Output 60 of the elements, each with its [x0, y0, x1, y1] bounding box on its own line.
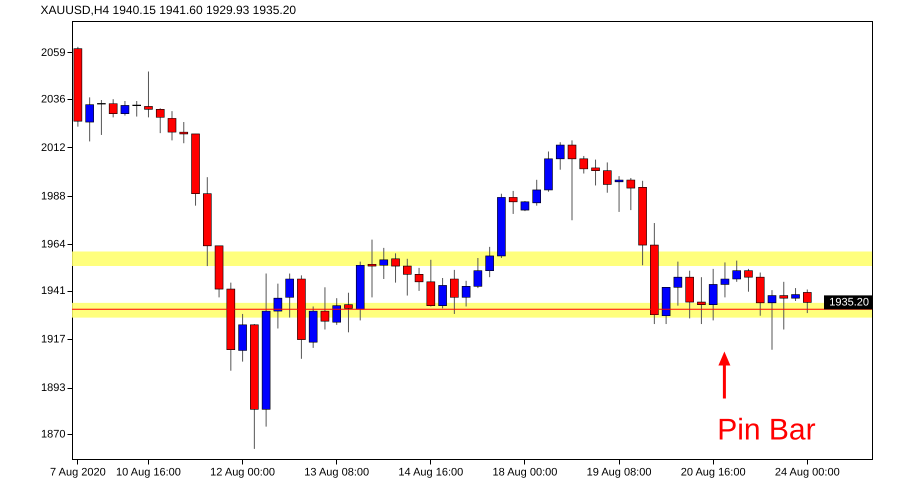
candlestick [744, 268, 753, 292]
x-tick-label: 7 Aug 2020 [50, 466, 106, 478]
x-tick-label: 18 Aug 00:00 [492, 466, 558, 478]
y-tick-label: 1870 [41, 428, 66, 441]
candlestick [85, 96, 94, 142]
candlestick [462, 280, 470, 307]
y-tick-label: 2059 [41, 46, 66, 59]
candlestick [414, 267, 424, 292]
candlestick [614, 176, 624, 212]
y-tick-label: 1964 [41, 238, 66, 251]
y-tick-label: 1988 [41, 190, 66, 202]
candlestick [379, 247, 388, 280]
candlestick [274, 283, 282, 329]
candlestick [285, 273, 294, 318]
candlestick [332, 298, 342, 326]
chart-title: XAUUSD,H4 1940.15 1941.60 1929.93 1935.20 [40, 3, 296, 17]
candlestick [579, 155, 588, 174]
candlestick [532, 179, 542, 206]
x-tick-label: 19 Aug 08:00 [586, 466, 652, 478]
x-tick-label: 14 Aug 16:00 [398, 466, 464, 478]
candlestick [97, 99, 106, 136]
x-tick-label: 10 Aug 16:00 [116, 466, 181, 478]
x-tick-label: 13 Aug 08:00 [304, 466, 370, 478]
candlestick [708, 268, 718, 321]
candlestick [602, 162, 612, 194]
candlestick [426, 259, 436, 307]
x-tick-label: 24 Aug 00:00 [774, 466, 840, 478]
candlestick [626, 177, 636, 211]
x-tick-label: 12 Aug 00:00 [210, 466, 276, 478]
candlestick [591, 159, 600, 186]
candlestick [438, 277, 447, 309]
candlestick [168, 110, 176, 141]
candlestick [791, 288, 800, 302]
candlestick [520, 200, 530, 212]
annotation: 1935.20 [829, 296, 869, 308]
candlestick [144, 71, 153, 118]
candlestick [402, 258, 412, 296]
candlestick [368, 239, 376, 298]
y-tick-label: 1941 [41, 285, 66, 298]
y-tick-label: 1917 [41, 334, 66, 346]
candlestick [179, 122, 188, 144]
candlestick [768, 290, 776, 350]
candlestick [556, 142, 565, 170]
y-tick-label: 2012 [41, 142, 66, 154]
candlestick [391, 252, 400, 284]
annotation: Pin Bar [717, 414, 816, 447]
candlestick [508, 190, 518, 214]
y-tick-label: 2036 [41, 93, 66, 106]
candlestick [568, 140, 576, 221]
candlestick [720, 262, 730, 298]
x-tick-label: 20 Aug 16:00 [680, 466, 746, 478]
candlestick [474, 257, 482, 289]
y-tick-label: 1893 [41, 382, 66, 394]
candlestick [485, 246, 494, 278]
candlestick [108, 98, 118, 118]
candlestick [732, 260, 742, 282]
candlestick [120, 100, 130, 116]
candlestick [156, 108, 165, 134]
candlestick [132, 100, 142, 118]
candlestick [674, 261, 682, 306]
